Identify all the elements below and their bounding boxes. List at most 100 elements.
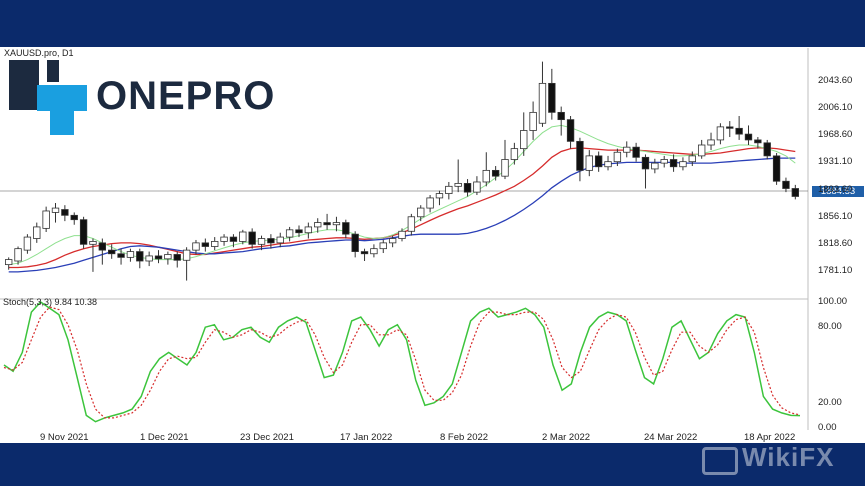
candle-body — [398, 230, 406, 239]
candle-body — [201, 242, 210, 247]
candle-body — [697, 144, 706, 157]
price-pane — [5, 61, 799, 281]
candle-body — [342, 222, 350, 235]
candle-body — [482, 169, 490, 183]
candle-body — [145, 255, 153, 262]
candle-body — [585, 155, 593, 171]
candle-body — [239, 231, 247, 242]
date-tick-label: 1 Dec 2021 — [140, 432, 189, 443]
candle-body — [473, 181, 481, 193]
candle-body — [669, 159, 678, 168]
stoch-k-line — [3, 301, 801, 423]
date-tick-label: 8 Feb 2022 — [440, 432, 489, 443]
candle-body — [651, 162, 659, 170]
candle-body — [520, 130, 528, 150]
candle-body — [323, 222, 331, 226]
candle-body — [108, 249, 116, 255]
candle-body — [688, 155, 696, 163]
candle-body — [248, 231, 256, 245]
candle-body — [314, 222, 322, 228]
candle-body — [791, 188, 799, 197]
watermark-text: WikiFX — [742, 442, 835, 472]
stoch-d-line — [3, 306, 801, 419]
candle-body — [772, 155, 781, 182]
candle-body — [782, 180, 790, 189]
candle-body — [463, 183, 472, 193]
candle-body — [70, 214, 78, 221]
stoch-tick-label: 0.00 — [818, 422, 837, 433]
candle-body — [679, 161, 687, 168]
candle-body — [454, 183, 462, 187]
candle-body — [716, 126, 725, 141]
candle-body — [594, 155, 603, 168]
symbol-label: XAUUSD.pro, D1 — [4, 48, 74, 58]
candle-body — [370, 248, 378, 255]
candle-body — [754, 139, 762, 144]
bottom-banner — [0, 443, 865, 486]
candle-body — [407, 216, 416, 232]
candle-body — [351, 233, 359, 252]
candle-body — [295, 229, 303, 234]
candle-body — [726, 126, 734, 129]
price-tick-label: 2006.10 — [818, 101, 853, 113]
stoch-tick-label: 80.00 — [818, 321, 842, 333]
candle-body — [285, 229, 294, 238]
candle-body — [707, 139, 715, 146]
stoch-tick-label: 20.00 — [818, 396, 842, 408]
candle-body — [510, 148, 519, 160]
ma-line-1 — [8, 147, 796, 269]
candle-body — [548, 82, 556, 113]
candle-body — [33, 226, 41, 239]
candle-body — [126, 251, 135, 258]
candle-body — [98, 242, 107, 251]
candle-body — [360, 251, 369, 255]
candle-body — [538, 82, 547, 124]
price-tick-label: 1856.10 — [818, 210, 853, 222]
date-tick-label: 18 Apr 2022 — [744, 432, 796, 443]
logo-wordmark: ONEPRO — [96, 74, 276, 118]
ma-line-2 — [8, 157, 796, 273]
onepro-logo-mark — [9, 60, 87, 135]
candle-body — [426, 197, 434, 209]
price-tick-label: 1968.60 — [818, 129, 853, 141]
candle-body — [417, 207, 425, 218]
candle-body — [491, 169, 500, 177]
candle-body — [435, 193, 444, 199]
candle-body — [154, 255, 163, 260]
candle-body — [257, 238, 266, 245]
price-tick-label: 2043.60 — [818, 74, 853, 86]
candle-body — [42, 210, 50, 229]
candle-body — [89, 241, 97, 245]
candle-body — [379, 242, 387, 250]
date-tick-label: 23 Dec 2021 — [240, 432, 294, 443]
stochastic-label: Stoch(5,3,3) 9.84 10.38 — [3, 297, 98, 307]
candle-body — [61, 209, 69, 216]
candle-body — [632, 146, 640, 158]
candle-body — [5, 259, 13, 266]
candle-body — [192, 242, 200, 251]
candle-body — [182, 249, 191, 261]
candle-body — [51, 207, 60, 213]
candle-body — [744, 133, 753, 141]
price-tick-label: 1931.10 — [818, 156, 853, 168]
candle-body — [14, 248, 22, 262]
candle-body — [332, 222, 341, 226]
candle-body — [576, 140, 584, 171]
wikifx-icon — [702, 447, 738, 475]
date-tick-label: 2 Mar 2022 — [542, 432, 591, 443]
candle-body — [211, 241, 219, 247]
candle-body — [660, 159, 668, 164]
price-tick-label: 1781.10 — [818, 265, 853, 277]
ma-line-3 — [8, 124, 796, 266]
candle-body — [117, 253, 125, 258]
candle-body — [735, 127, 743, 135]
price-tick-label: 1893.60 — [818, 183, 853, 195]
candle-body — [501, 159, 509, 177]
candle-body — [220, 236, 228, 242]
candle-body — [173, 254, 181, 261]
price-tick-label: 1818.60 — [818, 237, 853, 249]
candle-body — [566, 119, 575, 142]
candle-body — [136, 251, 144, 262]
candle-body — [229, 236, 238, 242]
